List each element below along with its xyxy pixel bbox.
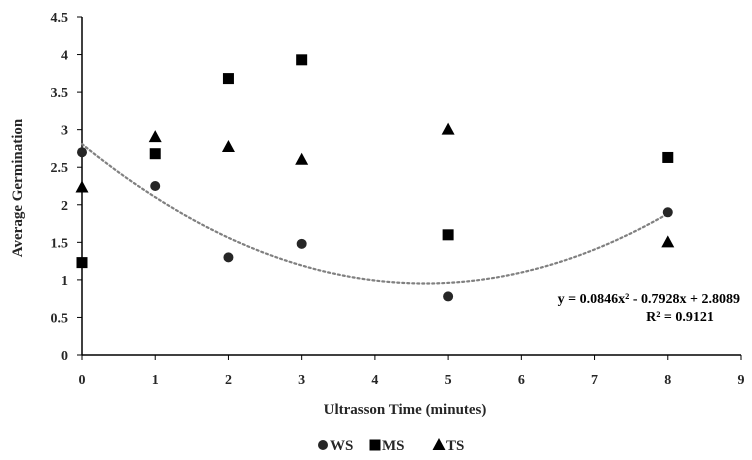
y-tick-label: 4	[61, 49, 68, 64]
point-ws	[662, 207, 673, 218]
y-tick-label: 3	[61, 124, 68, 139]
legend: WS MS TS	[318, 438, 464, 454]
point-ws	[223, 252, 234, 263]
trendline-ws	[80, 142, 669, 285]
data-points	[75, 54, 675, 302]
point-ws	[443, 291, 454, 302]
point-ms	[442, 229, 454, 241]
x-tick-label: 1	[152, 373, 159, 388]
series-ts	[75, 122, 675, 248]
y-tick-label: 2	[61, 199, 68, 214]
series-ws	[77, 147, 673, 302]
y-tick-label: 4.5	[51, 11, 69, 26]
point-ws	[296, 238, 307, 249]
point-ts	[295, 152, 309, 165]
point-ts	[661, 235, 675, 248]
legend-marker-ts	[432, 438, 446, 450]
legend-label-ts: TS	[446, 438, 464, 454]
x-tick-label: 6	[518, 373, 525, 388]
legend-marker-ws	[318, 440, 328, 450]
x-tick-label: 7	[591, 373, 598, 388]
x-tick-label: 5	[445, 373, 452, 388]
point-ms	[662, 151, 674, 163]
x-tick-label: 8	[664, 373, 671, 388]
y-axis-title: Average Germination	[10, 118, 26, 257]
point-ts	[221, 139, 235, 152]
y-tick-label: 2.5	[51, 161, 69, 176]
y-tick-label: 0.5	[51, 311, 69, 326]
y-tick-label: 1	[61, 274, 68, 289]
x-tick-label: 2	[225, 373, 232, 388]
point-ws	[150, 181, 161, 191]
x-tick-label: 3	[298, 373, 305, 388]
series-ms	[76, 54, 674, 269]
trend-equation: y = 0.0846x² - 0.7928x + 2.8089	[558, 292, 740, 307]
point-ms	[296, 54, 308, 66]
legend-label-ms: MS	[382, 438, 405, 454]
x-axis-title: Ultrasson Time (minutes)	[324, 402, 487, 418]
trendline-group	[80, 142, 669, 285]
point-ts	[441, 122, 455, 135]
point-ms	[149, 148, 161, 160]
legend-marker-ms	[369, 439, 381, 451]
point-ms	[76, 257, 88, 269]
y-tick-label: 1.5	[51, 236, 69, 251]
point-ms	[222, 73, 234, 85]
axes: 0 0.5 1 1.5 2 2.5 3 3.5 4 4.5 0 1 2 3 4 5 6 7 8 9	[51, 11, 745, 388]
trend-r-squared: R² = 0.9121	[646, 310, 714, 325]
x-tick-label: 0	[79, 373, 86, 388]
x-tick-label: 4	[371, 373, 378, 388]
y-tick-label: 0	[61, 349, 68, 364]
y-tick-label: 3.5	[51, 86, 69, 101]
legend-label-ws: WS	[330, 438, 353, 454]
point-ts	[75, 180, 89, 193]
point-ws	[77, 147, 87, 158]
point-ts	[148, 130, 162, 143]
x-tick-label: 9	[738, 373, 745, 388]
